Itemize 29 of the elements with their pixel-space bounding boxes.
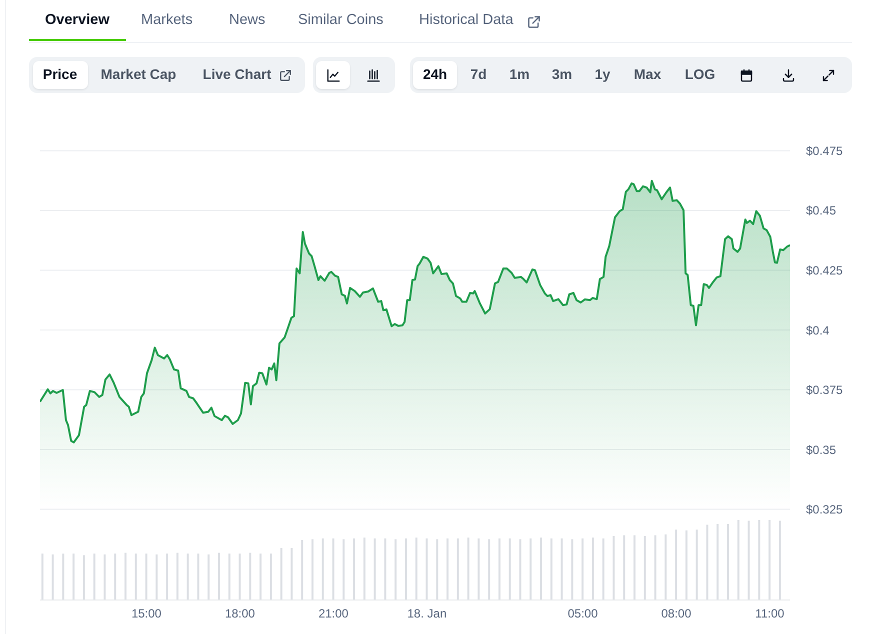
y-tick-label: $0.425: [806, 263, 844, 278]
text: 1y: [594, 66, 610, 82]
y-tick-label: $0.45: [806, 204, 836, 218]
text: Overview: [45, 12, 110, 28]
text: 7d: [470, 66, 487, 82]
y-tick-label: $0.475: [806, 144, 844, 158]
x-tick-label: 15:00: [131, 606, 162, 621]
x-tick-label: 18:00: [224, 606, 256, 621]
text: 1m: [509, 66, 530, 82]
y-tick-label: $0.375: [806, 383, 844, 398]
text: 3m: [552, 66, 572, 82]
text: LOG: [684, 66, 716, 82]
y-tick-label: $0.4: [806, 323, 830, 338]
text: Market Cap: [100, 66, 176, 82]
text: Live Chart: [202, 66, 272, 82]
x-tick-label: 18. Jan: [407, 606, 447, 621]
text: Historical Data: [419, 12, 514, 28]
text: 24h: [422, 66, 448, 82]
text: Markets: [141, 12, 193, 28]
text: Price: [42, 66, 78, 82]
y-tick-label: $0.35: [806, 442, 836, 457]
x-tick-label: 21:00: [318, 606, 349, 621]
text: News: [229, 12, 266, 28]
x-tick-label: 11:00: [755, 606, 785, 621]
text: Similar Coins: [298, 12, 384, 28]
y-tick-label: $0.325: [806, 502, 844, 517]
x-tick-label: 05:00: [568, 606, 598, 621]
x-tick-label: 08:00: [661, 606, 692, 621]
text: Max: [634, 66, 662, 82]
